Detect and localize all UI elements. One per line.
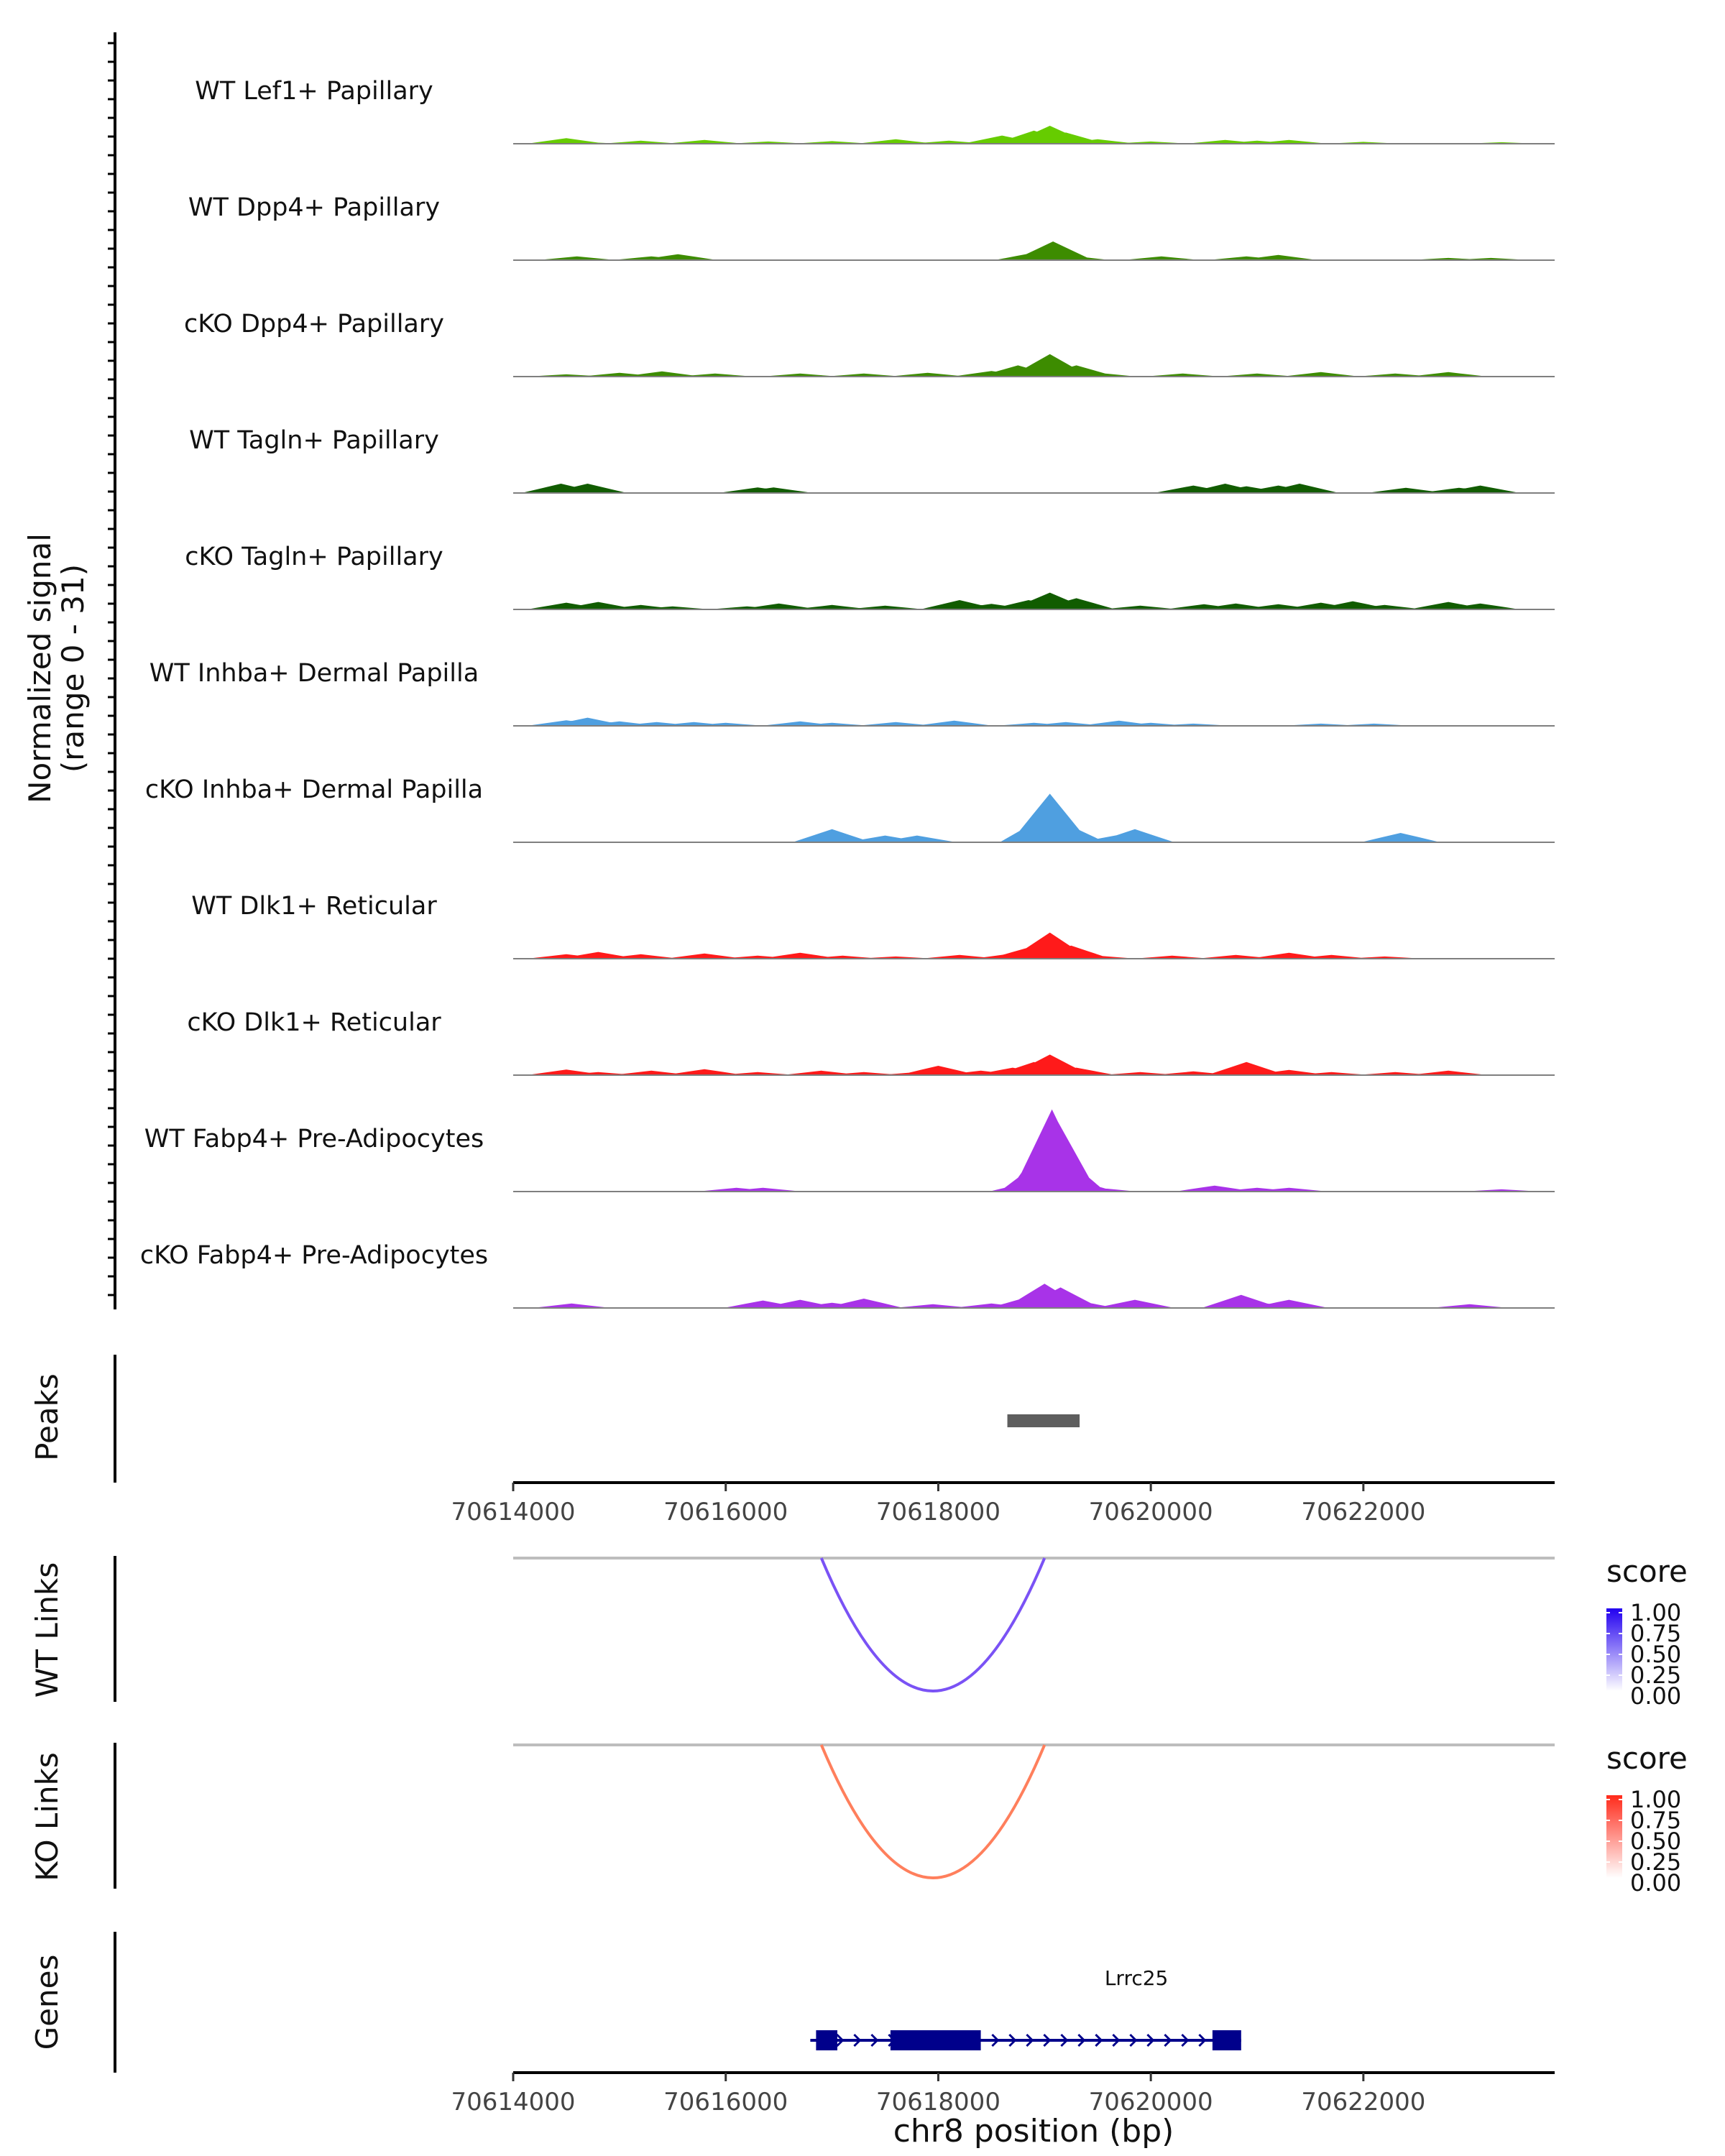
coverage-y-ticks xyxy=(108,42,115,1296)
legend-title: score xyxy=(1606,1554,1688,1589)
links-label: KO Links xyxy=(29,1752,65,1881)
coverage-ylabel-line2: (range 0 - 31) xyxy=(55,564,91,773)
ko-links-panel: KO Links score 1.000.750.500.250.00 xyxy=(29,1741,1688,1897)
coverage-track: cKO Dlk1+ Reticular xyxy=(187,1008,1555,1076)
peaks-panel: Peaks xyxy=(29,1355,1080,1483)
x-tick-label: 70622000 xyxy=(1301,2088,1425,2116)
strand-chevron xyxy=(1077,2033,1086,2047)
link-arc xyxy=(819,1744,1046,1879)
strand-chevron xyxy=(1146,2033,1155,2047)
coverage-area xyxy=(513,592,1555,609)
peak-interval xyxy=(1007,1414,1080,1427)
track-label: WT Fabp4+ Pre-Adipocytes xyxy=(144,1125,484,1153)
legend-tick-label: 0.75 xyxy=(1630,1807,1681,1834)
gene-exon xyxy=(816,2030,837,2050)
legend-tick-label: 0.50 xyxy=(1630,1641,1681,1668)
legend-tick-label: 0.25 xyxy=(1630,1662,1681,1689)
x-tick-label: 70620000 xyxy=(1089,1498,1213,1526)
coverage-panel: Normalized signal (range 0 - 31) WT Lef1… xyxy=(22,32,1555,1309)
coverage-area xyxy=(513,126,1555,144)
x-tick-label: 70620000 xyxy=(1089,2088,1213,2116)
track-label: WT Tagln+ Papillary xyxy=(189,426,439,455)
coverage-track: WT Fabp4+ Pre-Adipocytes xyxy=(144,1109,1555,1192)
track-label: WT Dpp4+ Papillary xyxy=(188,193,440,222)
strand-chevron xyxy=(1026,2033,1034,2047)
links-label: WT Links xyxy=(29,1562,65,1697)
genes-panel: Genes Lrrc25 xyxy=(29,1932,1241,2073)
strand-chevron xyxy=(1008,2033,1017,2047)
coverage-track: cKO Fabp4+ Pre-Adipocytes xyxy=(140,1241,1555,1309)
strand-chevron xyxy=(991,2033,1000,2047)
strand-chevron xyxy=(1043,2033,1052,2047)
track-label: WT Lef1+ Papillary xyxy=(195,77,433,106)
coverage-area xyxy=(513,1284,1555,1308)
gene-exon xyxy=(890,2030,981,2050)
x-tick-label: 70616000 xyxy=(663,1498,788,1526)
coverage-track: WT Tagln+ Papillary xyxy=(189,426,1555,494)
coverage-area xyxy=(513,354,1555,377)
strand-chevron xyxy=(853,2033,862,2047)
coverage-track: WT Inhba+ Dermal Papilla xyxy=(150,659,1555,727)
track-label: cKO Tagln+ Papillary xyxy=(185,543,443,571)
coverage-track: WT Lef1+ Papillary xyxy=(195,77,1555,144)
peaks-label: Peaks xyxy=(29,1373,65,1461)
legend-tick-label: 0.00 xyxy=(1630,1682,1681,1710)
x-tick-label: 70618000 xyxy=(876,2088,1000,2116)
score-legend: score 1.000.750.500.250.00 xyxy=(1606,1741,1688,1897)
x-tick-label: 70614000 xyxy=(451,1498,575,1526)
track-label: WT Inhba+ Dermal Papilla xyxy=(150,659,479,688)
track-label: cKO Dpp4+ Papillary xyxy=(184,310,444,338)
gene-name: Lrrc25 xyxy=(1105,1966,1169,1990)
x-axis-label: chr8 position (bp) xyxy=(893,2113,1174,2150)
strand-chevron xyxy=(1112,2033,1121,2047)
legend-tick-label: 0.75 xyxy=(1630,1620,1681,1647)
legend-tick-label: 1.00 xyxy=(1630,1786,1681,1813)
strand-chevron xyxy=(1095,2033,1103,2047)
wt-links-panel: WT Links score 1.000.750.500.250.00 xyxy=(29,1554,1688,1710)
link-arc xyxy=(819,1557,1046,1692)
x-tick-label: 70616000 xyxy=(663,2088,788,2116)
track-label: WT Dlk1+ Reticular xyxy=(191,892,437,921)
gene-exon xyxy=(1212,2030,1241,2050)
track-label: cKO Inhba+ Dermal Papilla xyxy=(145,775,483,804)
strand-chevron xyxy=(870,2033,879,2047)
x-tick-label: 70618000 xyxy=(876,1498,1000,1526)
genes-label: Genes xyxy=(29,1955,65,2050)
gene-model: Lrrc25 xyxy=(810,1966,1241,2050)
coverage-track: cKO Tagln+ Papillary xyxy=(185,543,1555,610)
legend-colorbar xyxy=(1606,1608,1622,1691)
strand-chevron xyxy=(1060,2033,1069,2047)
coverage-track: cKO Dpp4+ Papillary xyxy=(184,310,1555,377)
x-tick-label: 70622000 xyxy=(1301,1498,1425,1526)
coverage-track: WT Dlk1+ Reticular xyxy=(191,892,1555,959)
coverage-area xyxy=(513,484,1555,493)
track-label: cKO Fabp4+ Pre-Adipocytes xyxy=(140,1241,488,1270)
strand-chevron xyxy=(836,2033,845,2047)
coverage-area xyxy=(513,793,1555,842)
legend-tick-label: 0.25 xyxy=(1630,1848,1681,1876)
coverage-ylabel-line1: Normalized signal xyxy=(22,533,58,803)
strand-chevron xyxy=(1164,2033,1172,2047)
coverage-area xyxy=(513,1109,1555,1192)
x-axis-bottom: 70614000 70616000 70618000 70620000 70622000… xyxy=(451,2071,1555,2150)
x-axis-top: 70614000 70616000 70618000 70620000 70622000 xyxy=(451,1481,1555,1526)
coverage-area xyxy=(513,241,1555,260)
coverage-track: cKO Inhba+ Dermal Papilla xyxy=(145,775,1555,843)
coverage-area xyxy=(513,717,1555,726)
legend-tick-label: 1.00 xyxy=(1630,1599,1681,1626)
track-label: cKO Dlk1+ Reticular xyxy=(187,1008,441,1037)
score-legend: score 1.000.750.500.250.00 xyxy=(1606,1554,1688,1710)
strand-chevron xyxy=(1198,2033,1207,2047)
strand-chevron xyxy=(1181,2033,1190,2047)
strand-chevron xyxy=(1129,2033,1138,2047)
legend-tick-label: 0.00 xyxy=(1630,1869,1681,1897)
x-tick-label: 70614000 xyxy=(451,2088,575,2116)
legend-tick-label: 0.50 xyxy=(1630,1828,1681,1855)
coverage-area xyxy=(513,932,1555,959)
legend-title: score xyxy=(1606,1741,1688,1776)
legend-colorbar xyxy=(1606,1795,1622,1878)
coverage-area xyxy=(513,1054,1555,1075)
coverage-track: WT Dpp4+ Papillary xyxy=(188,193,1555,261)
